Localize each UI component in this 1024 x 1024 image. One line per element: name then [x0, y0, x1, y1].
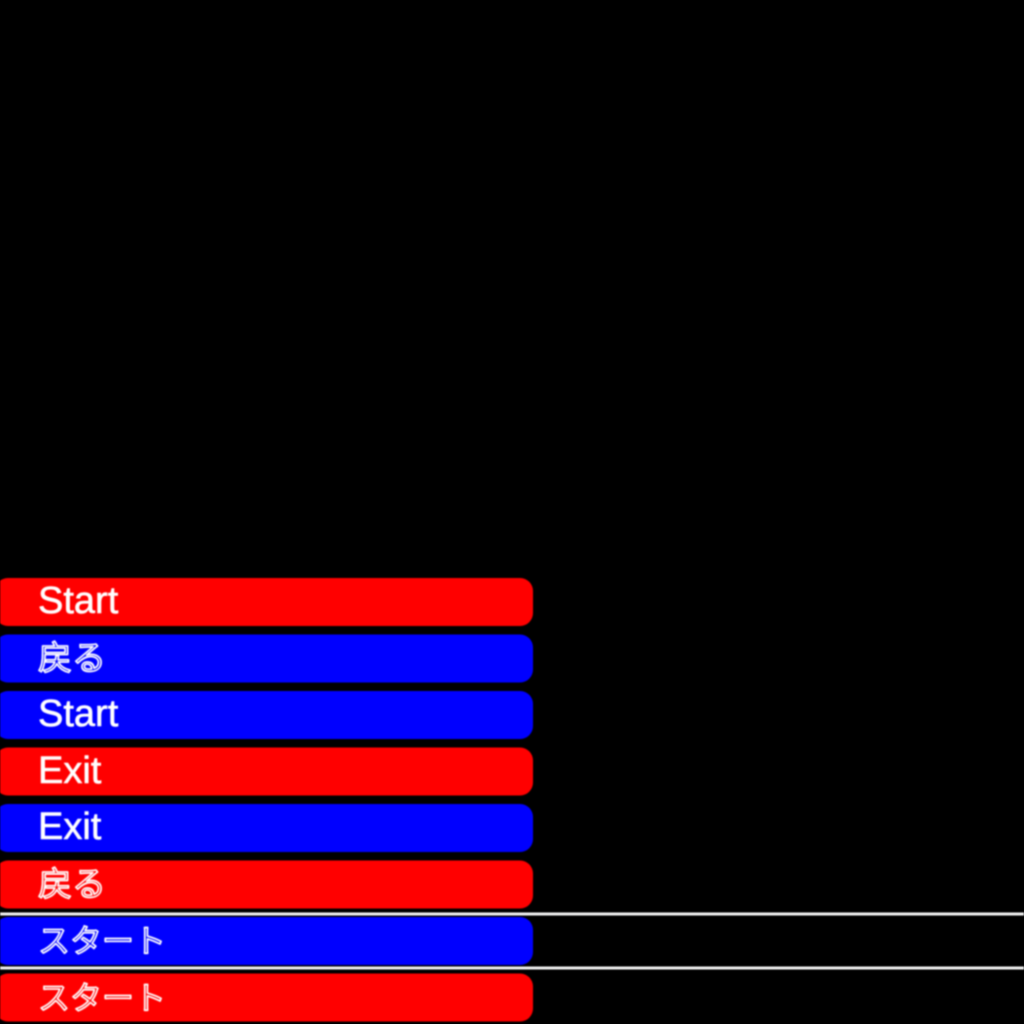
svg-text:戻る: 戻る	[38, 866, 106, 904]
svg-text:Start: Start	[38, 693, 119, 735]
svg-text:スタート: スタート	[38, 923, 166, 959]
svg-text:Start: Start	[38, 580, 119, 622]
svg-text:戻る: 戻る	[38, 640, 106, 678]
svg-text:Exit: Exit	[38, 750, 102, 792]
svg-text:スタート: スタート	[38, 980, 166, 1016]
svg-text:Exit: Exit	[38, 806, 102, 848]
